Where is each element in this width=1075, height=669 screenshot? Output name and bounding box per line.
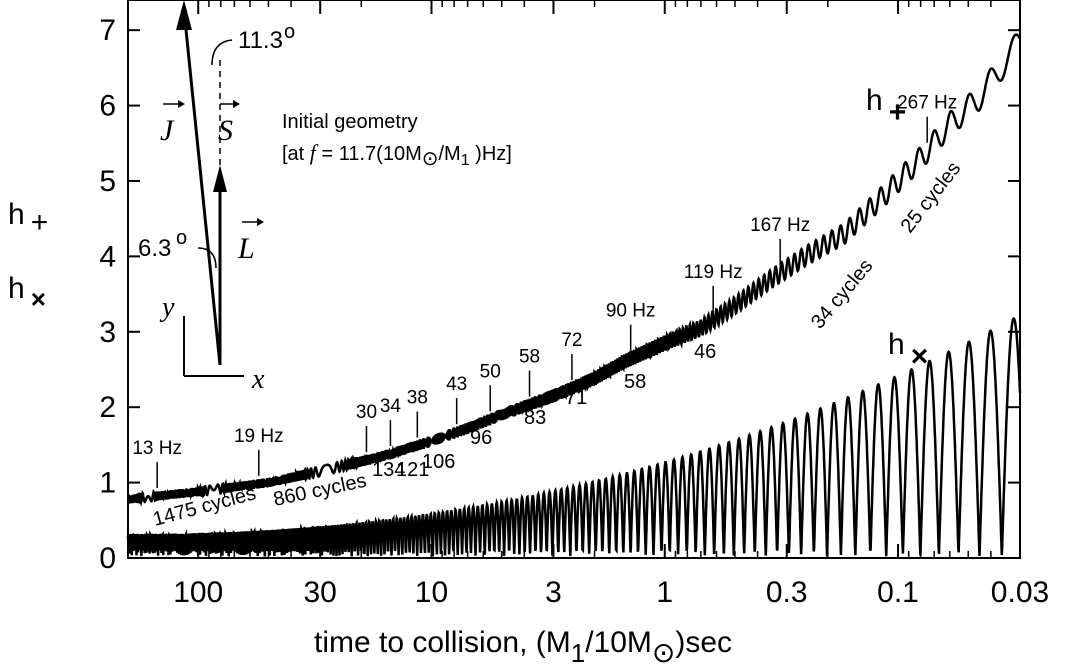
cycle-label: 121 [396, 459, 429, 481]
angle-arc-11 [211, 39, 233, 66]
frequency-label: 19 Hz [234, 426, 284, 447]
x-label-sun-symbol: ⊙ [652, 637, 675, 668]
frequency-label: 58 [519, 347, 540, 368]
cycle-label: 106 [422, 451, 455, 473]
cycle-label: 71 [565, 387, 587, 409]
frequency-label: 38 [407, 388, 428, 409]
cycle-label: 25 cycles [897, 158, 966, 237]
y-tick-label: 2 [99, 391, 116, 424]
cycle-label: 46 [694, 341, 716, 363]
frequency-label: 30 [356, 402, 377, 423]
cycle-label: 134 [372, 459, 405, 481]
cycle-label: 96 [470, 427, 492, 449]
inset-axis-x-label: x [251, 364, 265, 395]
vector-s-overarrow-head [233, 100, 240, 108]
y-tick-label: 5 [99, 165, 116, 198]
angle-arc-6 [197, 247, 217, 269]
y-tick-label: 7 [99, 14, 116, 47]
sun-symbol: ⊙ [422, 148, 439, 170]
angle-degree-11: o [284, 21, 295, 43]
frequency-label: 72 [561, 330, 582, 351]
x-tick-label: 3 [545, 576, 562, 609]
frequency-label: 267 Hz [897, 93, 957, 114]
inset-subtitle: [at f = 11.7(10M⊙/M1 )Hz] [282, 140, 512, 170]
frequency-label: 90 Hz [606, 301, 656, 322]
angle-degree-6: o [176, 227, 187, 249]
frequency-label: 13 Hz [132, 438, 182, 459]
vector-j-label: J [160, 114, 175, 147]
vector-l-arrowhead [213, 165, 227, 192]
inset-subtitle-f: f [310, 140, 319, 165]
y-label-hcross: h × [8, 272, 46, 314]
y-tick-label: 0 [99, 542, 116, 575]
x-tick-label: 10 [415, 576, 448, 609]
cycle-label: 34 cycles [807, 255, 877, 333]
y-tick-label: 4 [99, 240, 116, 273]
y-tick-label: 3 [99, 316, 116, 349]
x-tick-label: 1 [656, 576, 673, 609]
frequency-label: 50 [480, 361, 501, 382]
inset-axis-y-label: y [159, 292, 175, 323]
plot-frame [127, 0, 1021, 559]
vector-j-overarrow-head [178, 100, 185, 108]
vector-l-label: L [237, 232, 255, 265]
cycle-label: 58 [624, 371, 646, 393]
angle-label-11: 11.3 [238, 27, 283, 54]
series-label-hcross: h × [888, 328, 928, 373]
x-tick-label: 0.03 [991, 576, 1049, 609]
vector-l-overarrow-head [257, 218, 264, 226]
cycle-label: 83 [524, 407, 546, 429]
vector-j-arrowhead [176, 0, 192, 30]
y-tick-label: 6 [99, 90, 116, 123]
inset-geometry: y x 11.3 o 6.3 o J S L [138, 0, 512, 395]
x-tick-label: 0.1 [877, 576, 919, 609]
angle-label-6: 6.3 [138, 235, 171, 262]
x-tick-label: 100 [173, 576, 223, 609]
y-tick-label: 1 [99, 467, 116, 500]
x-axis-label: time to collision, (M1/10M⊙)sec [314, 626, 732, 668]
inset-title: Initial geometry [282, 111, 418, 133]
frequency-label: 167 Hz [750, 215, 810, 236]
frequency-label: 34 [380, 396, 402, 417]
series-line-hplus [127, 33, 1022, 507]
vector-s-label: S [218, 114, 233, 147]
x-tick-label: 30 [304, 576, 337, 609]
frequency-label: 43 [446, 374, 467, 395]
y-label-hplus: h + [8, 198, 48, 239]
frequency-label: 119 Hz [684, 262, 743, 283]
series-line-hcross [126, 317, 1022, 557]
series-label-hplus: h + [866, 84, 906, 129]
vector-s-line [182, 9, 222, 366]
x-tick-label: 0.3 [766, 576, 808, 609]
